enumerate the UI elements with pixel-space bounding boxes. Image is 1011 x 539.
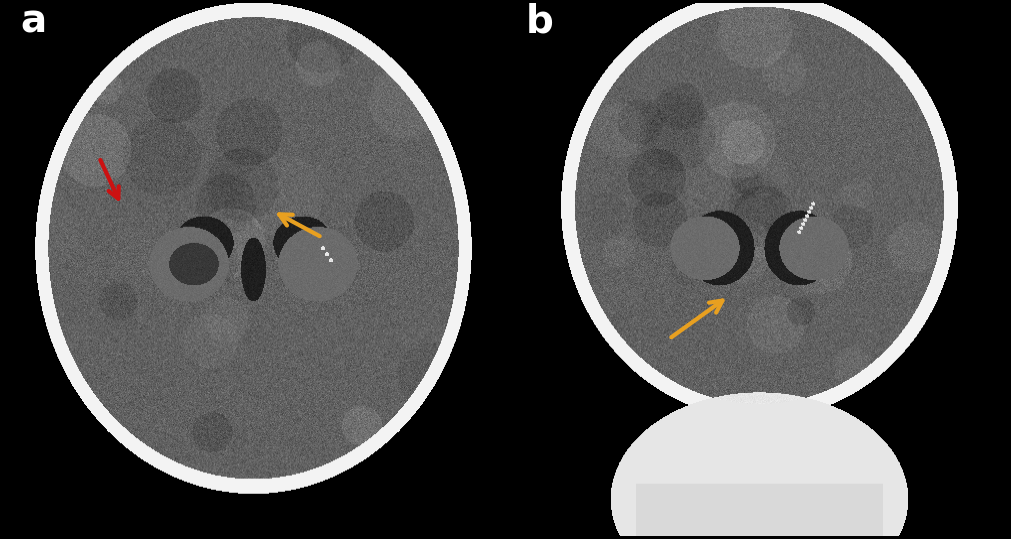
- Text: a: a: [20, 2, 47, 40]
- Text: b: b: [526, 2, 553, 40]
